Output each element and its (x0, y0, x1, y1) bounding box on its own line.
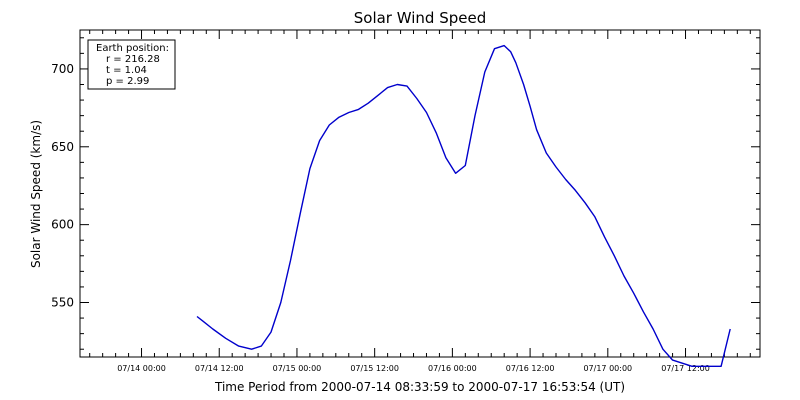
y-tick-label: 600 (51, 218, 74, 232)
chart-title: Solar Wind Speed (354, 9, 486, 27)
x-axis-label: Time Period from 2000-07-14 08:33:59 to … (214, 380, 625, 394)
plot-frame (79, 29, 761, 358)
y-axis-label: Solar Wind Speed (km/s) (29, 120, 43, 268)
legend-line: p = 2.99 (106, 76, 149, 87)
legend-line: Earth position: (96, 43, 169, 54)
y-tick-label: 550 (51, 296, 74, 310)
legend-frame (87, 39, 176, 90)
y-tick-label: 700 (51, 62, 74, 76)
x-tick-label: 07/17 00:00 (583, 364, 632, 373)
x-tick-label: 07/14 00:00 (117, 364, 166, 373)
legend-line: t = 1.04 (106, 65, 147, 76)
x-tick-label: 07/14 12:00 (195, 364, 244, 373)
x-tick-label: 07/17 12:00 (661, 364, 710, 373)
x-tick-label: 07/15 00:00 (273, 364, 322, 373)
x-tick-label: 07/15 12:00 (350, 364, 399, 373)
y-tick-label: 650 (51, 140, 74, 154)
series-layer (196, 44, 731, 367)
legend-line: r = 216.28 (106, 54, 160, 65)
x-tick-label: 07/16 00:00 (428, 364, 477, 373)
plot-axes: 550 600 650 700 07/14 00:00 07/14 12:00 07/15 … (51, 29, 761, 373)
legend-box: Earth position: r = 216.28 t = 1.04 p = … (87, 39, 176, 90)
x-tick-label: 07/16 12:00 (506, 364, 555, 373)
wind-speed-line (196, 44, 731, 367)
